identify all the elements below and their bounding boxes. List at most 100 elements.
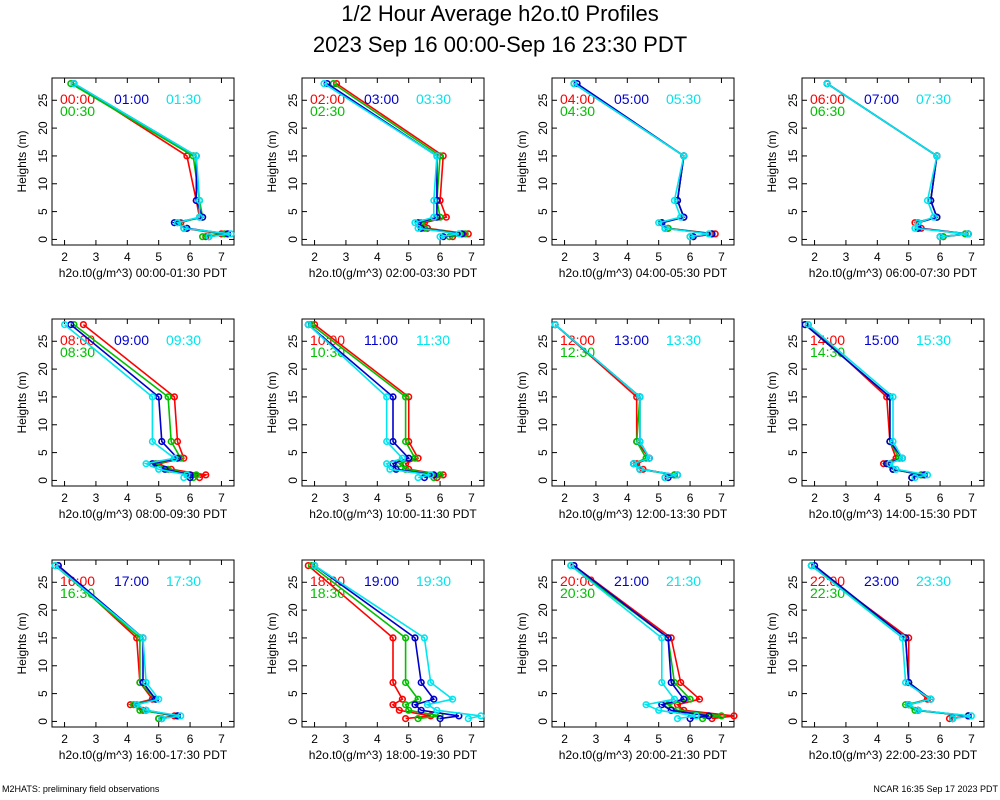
y-tick-label: 20 xyxy=(36,603,50,617)
y-tick-label: 25 xyxy=(36,334,50,348)
legend-entry: 05:00 xyxy=(614,91,649,107)
y-tick-label: 25 xyxy=(286,93,300,107)
data-point xyxy=(686,714,694,723)
x-tick-label: 6 xyxy=(937,250,944,264)
data-point xyxy=(70,79,78,88)
y-tick-label: 20 xyxy=(786,121,800,135)
x-tick-label: 3 xyxy=(343,491,350,505)
y-tick-label: 20 xyxy=(536,362,550,376)
y-tick-label: 10 xyxy=(286,659,300,673)
data-point xyxy=(402,678,410,687)
data-point xyxy=(142,460,150,468)
data-point xyxy=(170,454,178,462)
x-tick-label: 6 xyxy=(187,491,194,505)
x-tick-label: 2 xyxy=(61,732,68,746)
profile-panel: 2 3 4 5 6 7 0 5 10 15 20 25 h2o.t0(g/m^3) 18:00-19:3… xyxy=(265,559,485,762)
data-point xyxy=(455,230,463,238)
y-tick-label: 20 xyxy=(536,603,550,617)
y-tick-label: 25 xyxy=(536,575,550,589)
x-tick-label: 6 xyxy=(187,732,194,746)
x-tick-label: 4 xyxy=(124,732,131,746)
data-point xyxy=(155,714,163,723)
x-tick-label: 3 xyxy=(93,732,100,746)
data-point xyxy=(417,678,425,687)
data-point xyxy=(670,695,679,703)
profile-panel: 2 3 4 5 6 7 0 5 10 15 20 25 h2o.t0(g/m^3) 02:00-03:3… xyxy=(265,77,485,280)
data-point xyxy=(430,213,438,221)
legend-entry: 13:30 xyxy=(666,332,701,348)
x-tick-label: 3 xyxy=(93,250,100,264)
data-point xyxy=(458,230,466,238)
data-point xyxy=(414,474,422,482)
x-tick-label: 6 xyxy=(437,491,444,505)
footer-left: M2HATS: preliminary field observations xyxy=(2,784,160,794)
legend-entry: 12:30 xyxy=(560,344,595,360)
x-tick-label: 6 xyxy=(437,732,444,746)
legend-entry: 08:00 xyxy=(60,332,95,348)
plot-frame xyxy=(51,318,235,487)
data-point xyxy=(898,454,907,462)
data-point xyxy=(398,695,407,703)
data-point xyxy=(389,634,397,642)
data-point xyxy=(436,233,444,241)
x-tick-label: 2 xyxy=(561,491,568,505)
data-point xyxy=(433,706,441,714)
legend-entry: 04:30 xyxy=(560,103,595,119)
profile-panel: 2 3 4 5 6 7 0 5 10 15 20 25 h2o.t0(g/m^3) 16:00-17:3… xyxy=(15,559,235,762)
data-point xyxy=(477,712,485,720)
data-point xyxy=(430,196,438,205)
data-point xyxy=(705,712,713,720)
legend-entry: 22:30 xyxy=(810,585,845,601)
x-tick-label: 6 xyxy=(687,250,694,264)
x-axis-label: h2o.t0(g/m^3) 06:00-07:30 PDT xyxy=(809,266,978,280)
y-tick-label: 5 xyxy=(286,449,300,456)
x-tick-label: 4 xyxy=(624,491,631,505)
x-tick-label: 2 xyxy=(61,250,68,264)
x-axis-label: h2o.t0(g/m^3) 02:00-03:30 PDT xyxy=(309,266,478,280)
legend-entry: 11:30 xyxy=(416,332,450,348)
data-point xyxy=(804,321,812,329)
y-tick-label: 15 xyxy=(536,631,550,645)
plot-frame xyxy=(551,77,735,246)
data-point xyxy=(417,706,425,714)
y-tick-label: 25 xyxy=(36,93,50,107)
x-tick-label: 5 xyxy=(655,491,662,505)
data-point xyxy=(155,465,163,473)
legend-entry: 02:00 xyxy=(310,91,345,107)
x-tick-label: 4 xyxy=(874,250,881,264)
y-axis-label: Heights (m) xyxy=(15,130,29,192)
y-tick-label: 25 xyxy=(536,93,550,107)
data-point xyxy=(670,196,679,205)
legend-entry: 23:30 xyxy=(916,573,951,589)
x-tick-label: 2 xyxy=(561,250,568,264)
y-tick-label: 15 xyxy=(786,631,800,645)
profile-panel: 2 3 4 5 6 7 0 5 10 15 20 25 h2o.t0(g/m^3) 20:00-21:3… xyxy=(515,559,738,762)
data-point xyxy=(680,695,688,703)
x-axis-label: h2o.t0(g/m^3) 12:00-13:30 PDT xyxy=(559,507,728,521)
x-axis-label: h2o.t0(g/m^3) 00:00-01:30 PDT xyxy=(59,266,228,280)
data-point xyxy=(402,634,410,642)
data-point xyxy=(930,213,938,221)
y-tick-label: 15 xyxy=(286,631,300,645)
legend-entry: 08:30 xyxy=(60,344,95,360)
y-tick-label: 0 xyxy=(536,236,550,243)
data-point xyxy=(464,714,472,723)
y-tick-label: 0 xyxy=(36,236,50,243)
y-tick-label: 5 xyxy=(36,449,50,456)
data-point xyxy=(395,706,403,714)
y-axis-label: Heights (m) xyxy=(765,371,779,433)
y-tick-label: 0 xyxy=(36,477,50,484)
y-tick-label: 20 xyxy=(36,362,50,376)
data-point xyxy=(177,712,185,720)
y-tick-label: 15 xyxy=(36,149,50,163)
y-tick-label: 5 xyxy=(786,690,800,697)
x-tick-label: 7 xyxy=(968,491,975,505)
profile-panel: 2 3 4 5 6 7 0 5 10 15 20 25 h2o.t0(g/m^3) 10:00-11:3… xyxy=(265,318,485,521)
legend-entry: 06:00 xyxy=(810,91,845,107)
data-point xyxy=(383,437,391,446)
profile-panel: 2 3 4 5 6 7 0 5 10 15 20 25 h2o.t0(g/m^3) 04:00-05:3… xyxy=(515,77,735,280)
y-tick-label: 5 xyxy=(536,449,550,456)
y-tick-label: 20 xyxy=(286,362,300,376)
legend-entry: 02:30 xyxy=(310,103,345,119)
y-tick-label: 25 xyxy=(786,93,800,107)
